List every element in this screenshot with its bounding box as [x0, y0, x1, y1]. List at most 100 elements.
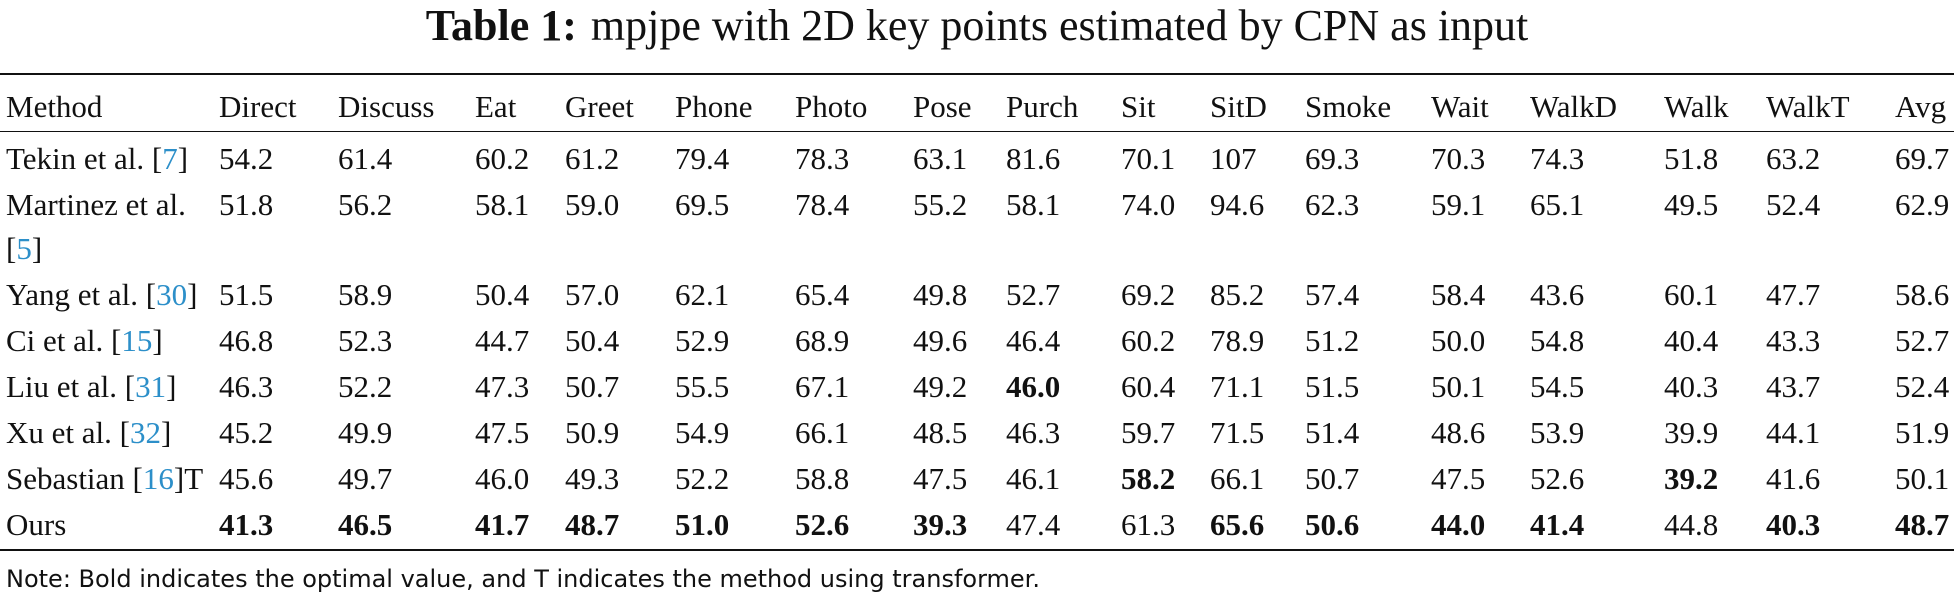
value-cell: 58.1	[1006, 187, 1061, 222]
table-row: Ours 41.3 46.5 41.7 48.7 51.0 52.6 39.3 47.4 61.3…	[0, 503, 1954, 550]
method-cell: Ours	[6, 507, 67, 542]
value-cell: 51.4	[1305, 415, 1360, 450]
value-cell: 40.4	[1664, 323, 1719, 358]
value-cell: 58.9	[338, 277, 393, 312]
value-cell: 51.0	[675, 507, 730, 542]
value-cell: 54.8	[1530, 323, 1585, 358]
column-header: Purch	[1006, 74, 1121, 132]
value-cell: 63.1	[913, 141, 968, 176]
value-cell: 54.2	[219, 141, 274, 176]
value-cell: 44.1	[1766, 415, 1821, 450]
value-cell: 52.6	[795, 507, 850, 542]
value-cell: 46.0	[1006, 369, 1061, 404]
value-cell: 46.1	[1006, 461, 1061, 496]
value-cell: 46.3	[1006, 415, 1061, 450]
value-cell: 47.5	[913, 461, 968, 496]
column-header: WalkT	[1766, 74, 1895, 132]
value-cell: 58.4	[1431, 277, 1486, 312]
value-cell: 59.0	[565, 187, 620, 222]
value-cell: 65.1	[1530, 187, 1585, 222]
caption-text: mpjpe with 2D key points estimated by CP…	[590, 1, 1529, 50]
value-cell: 43.3	[1766, 323, 1821, 358]
value-cell: 65.4	[795, 277, 850, 312]
value-cell: 69.5	[675, 187, 730, 222]
value-cell: 52.6	[1530, 461, 1585, 496]
value-cell: 48.6	[1431, 415, 1486, 450]
value-cell: 66.1	[1210, 461, 1265, 496]
value-cell: 49.2	[913, 369, 968, 404]
value-cell: 50.7	[565, 369, 620, 404]
table-row: Tekin et al. [7] 54.2 61.4 60.2 61.2 79.4 78.3…	[0, 132, 1954, 184]
table-row: Ci et al. [15] 46.8 52.3 44.7 50.4 52.9 68.9 49…	[0, 319, 1954, 365]
value-cell: 41.4	[1530, 507, 1585, 542]
column-header: Phone	[675, 74, 795, 132]
value-cell: 46.8	[219, 323, 274, 358]
column-header: Avg	[1895, 74, 1954, 132]
value-cell: 46.0	[475, 461, 530, 496]
value-cell: 44.8	[1664, 507, 1719, 542]
value-cell: 53.9	[1530, 415, 1585, 450]
value-cell: 49.9	[338, 415, 393, 450]
value-cell: 60.4	[1121, 369, 1176, 404]
value-cell: 49.6	[913, 323, 968, 358]
value-cell: 46.3	[219, 369, 274, 404]
value-cell: 40.3	[1664, 369, 1719, 404]
value-cell: 55.2	[913, 187, 968, 222]
table-row: Liu et al. [31] 46.3 52.2 47.3 50.7 55.5 67.1 4…	[0, 365, 1954, 411]
value-cell: 50.4	[565, 323, 620, 358]
caption-label: Table 1:	[425, 1, 577, 50]
value-cell: 50.1	[1895, 461, 1950, 496]
value-cell: 78.3	[795, 141, 850, 176]
value-cell: 70.3	[1431, 141, 1486, 176]
value-cell: 70.1	[1121, 141, 1176, 176]
value-cell: 45.2	[219, 415, 274, 450]
results-table: Method Direct Discuss Eat Greet Phone Photo Pos…	[0, 73, 1954, 551]
value-cell: 79.4	[675, 141, 730, 176]
table-caption: Table 1: mpjpe with 2D key points estimat…	[0, 2, 1954, 50]
value-cell: 50.7	[1305, 461, 1360, 496]
value-cell: 74.0	[1121, 187, 1176, 222]
table-note: Note: Bold indicates the optimal value, …	[6, 565, 1040, 593]
value-cell: 52.4	[1766, 187, 1821, 222]
value-cell: 57.4	[1305, 277, 1360, 312]
column-header: Discuss	[338, 74, 475, 132]
value-cell: 61.4	[338, 141, 393, 176]
value-cell: 55.5	[675, 369, 730, 404]
column-header: Sit	[1121, 74, 1210, 132]
column-header: SitD	[1210, 74, 1305, 132]
method-cell: Liu et al. [31]	[6, 369, 177, 404]
column-header: Greet	[565, 74, 675, 132]
column-header: Pose	[913, 74, 1006, 132]
column-header: Direct	[219, 74, 338, 132]
value-cell: 54.5	[1530, 369, 1585, 404]
value-cell: 58.2	[1121, 461, 1176, 496]
column-header: Walk	[1664, 74, 1766, 132]
value-cell: 43.7	[1766, 369, 1821, 404]
value-cell: 59.1	[1431, 187, 1486, 222]
table-row: Martinez et al. [5] 51.8 56.2 58.1 59.0 69.5 7…	[0, 183, 1954, 273]
method-cell: Yang et al. [30]	[6, 277, 198, 312]
method-cell: Ci et al. [15]	[6, 323, 163, 358]
column-header: Method	[0, 74, 219, 132]
value-cell: 58.8	[795, 461, 850, 496]
value-cell: 62.3	[1305, 187, 1360, 222]
value-cell: 60.2	[1121, 323, 1176, 358]
value-cell: 74.3	[1530, 141, 1585, 176]
value-cell: 41.6	[1766, 461, 1821, 496]
column-header: Photo	[795, 74, 913, 132]
value-cell: 39.3	[913, 507, 968, 542]
value-cell: 48.7	[1895, 507, 1950, 542]
value-cell: 62.9	[1895, 187, 1950, 222]
value-cell: 52.4	[1895, 369, 1950, 404]
value-cell: 51.8	[1664, 141, 1719, 176]
value-cell: 81.6	[1006, 141, 1061, 176]
value-cell: 65.6	[1210, 507, 1265, 542]
column-header: Wait	[1431, 74, 1530, 132]
value-cell: 39.9	[1664, 415, 1719, 450]
value-cell: 48.5	[913, 415, 968, 450]
value-cell: 43.6	[1530, 277, 1585, 312]
value-cell: 52.3	[338, 323, 393, 358]
value-cell: 47.5	[1431, 461, 1486, 496]
method-cell: Martinez et al. [5]	[6, 187, 186, 266]
